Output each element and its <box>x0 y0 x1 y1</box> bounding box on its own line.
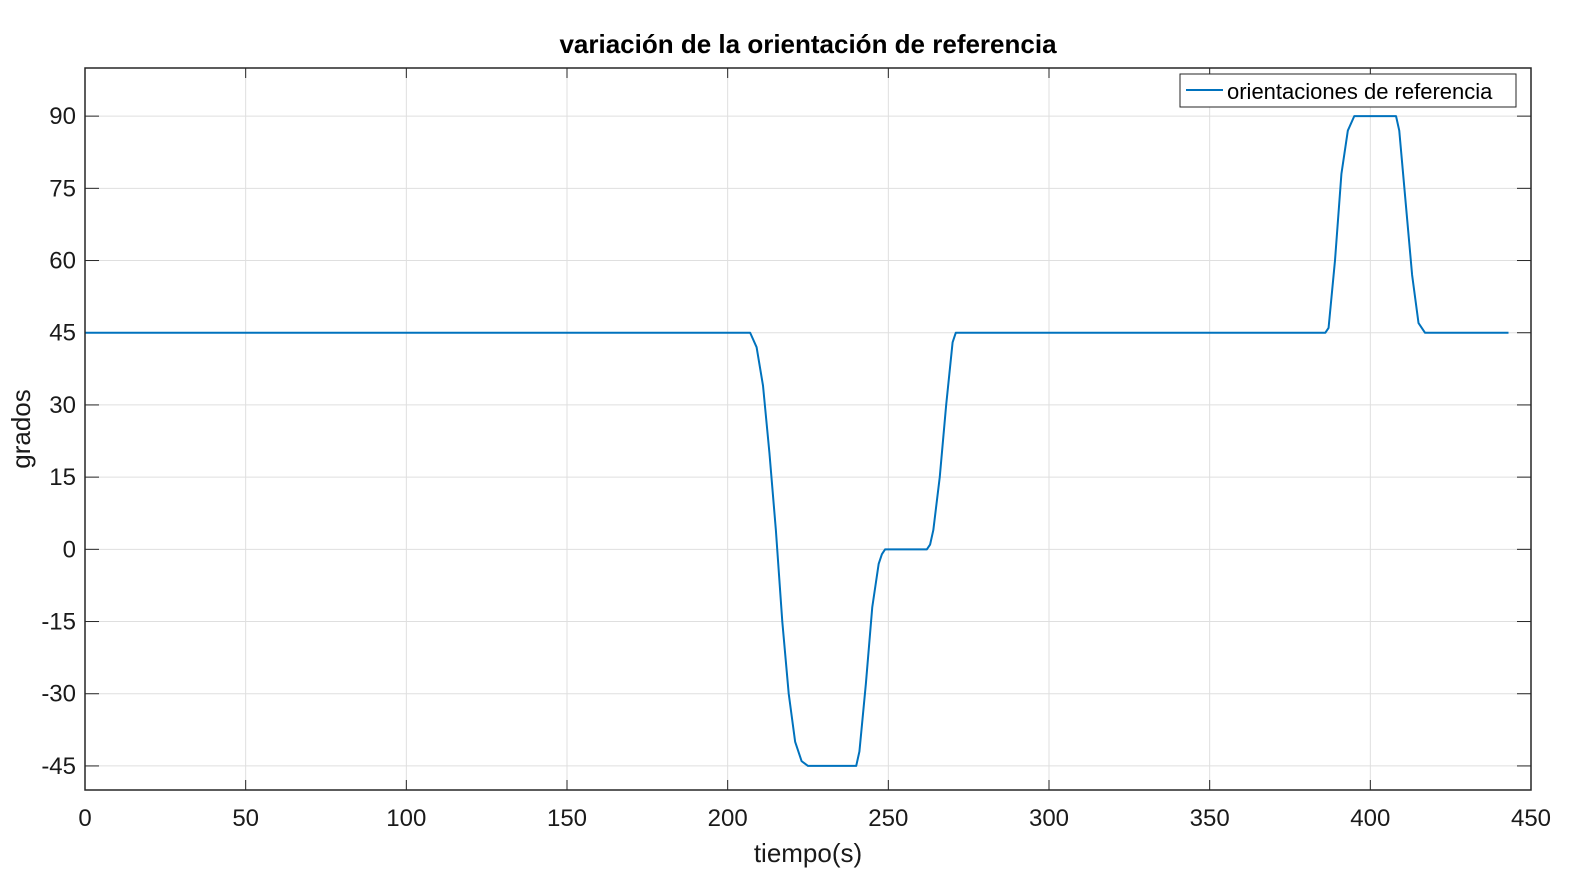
x-axis-label: tiempo(s) <box>754 838 862 868</box>
y-tick-label: 75 <box>49 175 76 202</box>
legend-box <box>1179 73 1517 108</box>
legend[interactable]: orientaciones de referencia <box>1179 73 1517 108</box>
series-layer <box>85 115 1509 767</box>
y-tick-label: 30 <box>49 392 76 419</box>
chart-title: variación de la orientación de referenci… <box>559 29 1057 59</box>
x-tick-label: 150 <box>547 805 587 832</box>
x-tick-label: 200 <box>708 805 748 832</box>
x-tick-label: 300 <box>1029 805 1069 832</box>
x-tick-label: 250 <box>868 805 908 832</box>
x-tick-label: 0 <box>78 805 91 832</box>
y-tick-label: 45 <box>49 320 76 347</box>
y-tick-label: 15 <box>49 464 76 491</box>
y-tick-label: 90 <box>49 103 76 130</box>
legend-label: orientaciones de referencia <box>1227 79 1493 104</box>
y-tick-label: -45 <box>41 753 76 780</box>
x-tick-label: 100 <box>386 805 426 832</box>
y-tick-label: 60 <box>49 248 76 275</box>
y-axis-label: grados <box>6 389 36 469</box>
axes-box <box>84 67 1532 791</box>
y-tick-labels: -45 -30 -15 0 15 30 45 60 75 90 <box>41 103 76 780</box>
series-line-0 <box>85 115 1509 767</box>
plot-area <box>85 68 1531 790</box>
y-tick-label: -15 <box>41 609 76 636</box>
x-tick-label: 400 <box>1350 805 1390 832</box>
x-tick-label: 50 <box>232 805 259 832</box>
x-tick-labels: 0 50 100 150 200 250 300 350 400 450 <box>78 805 1551 832</box>
y-tick-label: -30 <box>41 681 76 708</box>
y-tick-label: 0 <box>63 536 76 563</box>
x-tick-label: 350 <box>1190 805 1230 832</box>
x-tick-label: 450 <box>1511 805 1551 832</box>
